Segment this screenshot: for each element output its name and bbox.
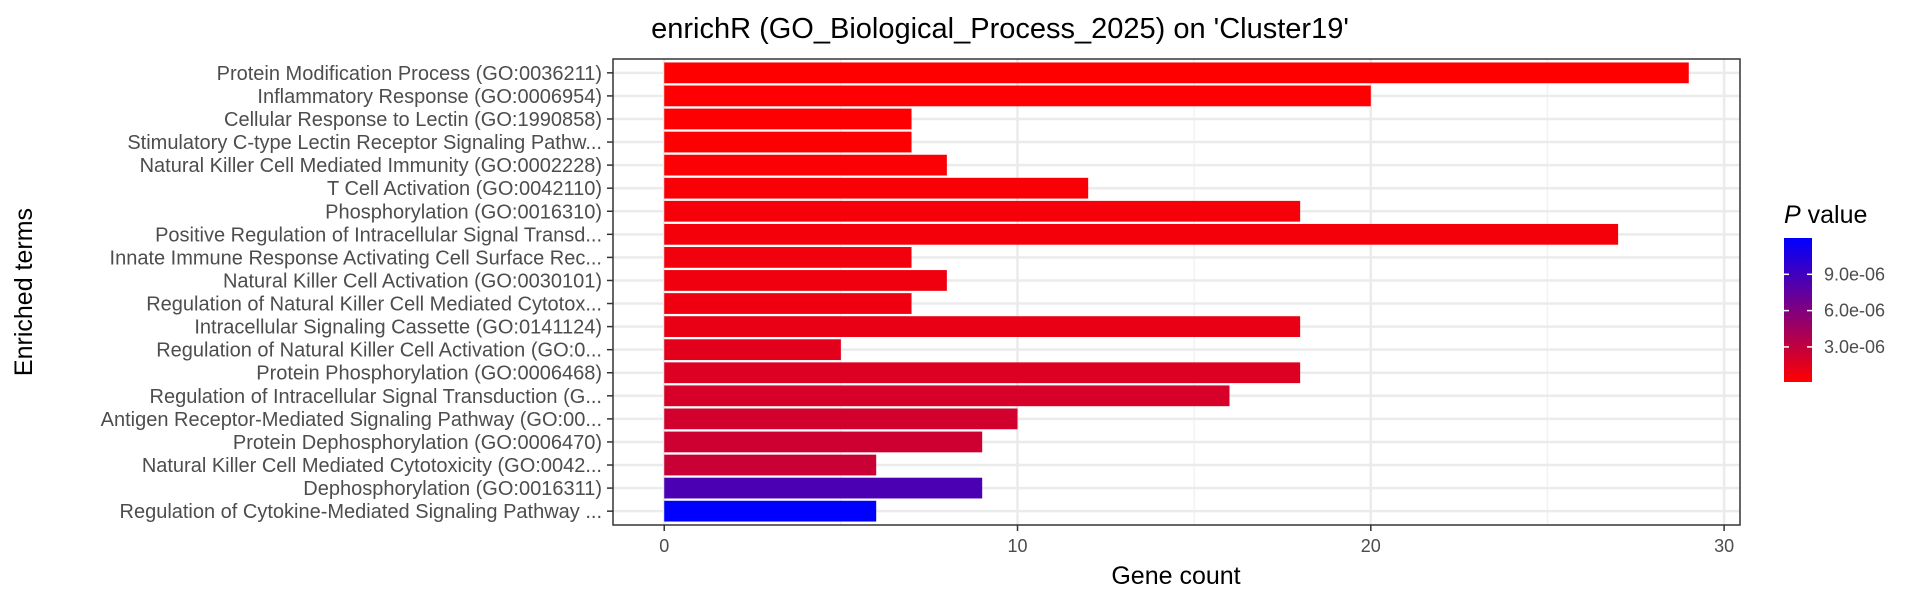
- x-axis-ticks: 0 10 20 30: [659, 525, 1734, 556]
- legend-title-text: value: [1801, 201, 1868, 229]
- legend-tick-label: 6.0e-06: [1824, 301, 1885, 321]
- bar: [664, 362, 1301, 384]
- category-label: Positive Regulation of Intracellular Sig…: [155, 224, 602, 246]
- legend-ticks: 3.0e-06 6.0e-06 9.0e-06: [1784, 264, 1885, 357]
- legend-tick-label: 3.0e-06: [1824, 337, 1885, 357]
- x-tick-label: 30: [1714, 536, 1734, 556]
- bar: [664, 200, 1301, 222]
- legend-title: P value: [1784, 201, 1867, 229]
- category-label: Antigen Receptor-Mediated Signaling Path…: [101, 409, 602, 431]
- bar: [664, 131, 912, 153]
- bar: [664, 223, 1619, 245]
- category-label: Intracellular Signaling Cassette (GO:014…: [194, 317, 602, 339]
- bar: [664, 62, 1689, 84]
- category-label: Regulation of Intracellular Signal Trans…: [150, 386, 602, 408]
- bar: [664, 477, 983, 499]
- x-tick-label: 0: [659, 536, 669, 556]
- category-label: Innate Immune Response Activating Cell S…: [110, 247, 602, 269]
- bar: [664, 316, 1301, 337]
- category-label: Protein Phosphorylation (GO:0006468): [256, 363, 602, 385]
- bar: [664, 385, 1230, 407]
- bar: [664, 270, 947, 291]
- category-label: Natural Killer Cell Mediated Immunity (G…: [140, 155, 602, 177]
- x-axis-title: Gene count: [1111, 562, 1240, 590]
- category-labels: Protein Modification Process (GO:0036211…: [101, 63, 613, 523]
- bars-group: [664, 62, 1689, 522]
- category-label: Stimulatory C-type Lectin Receptor Signa…: [127, 132, 602, 154]
- bar: [664, 431, 983, 453]
- bar: [664, 454, 877, 476]
- bar: [664, 293, 912, 314]
- category-label: Natural Killer Cell Activation (GO:00301…: [223, 270, 602, 292]
- x-tick-label: 10: [1008, 536, 1028, 556]
- category-label: Protein Dephosphorylation (GO:0006470): [233, 432, 602, 454]
- category-label: Regulation of Natural Killer Cell Mediat…: [146, 294, 602, 316]
- category-label: Protein Modification Process (GO:0036211…: [217, 63, 602, 85]
- bar: [664, 339, 841, 361]
- category-label: Natural Killer Cell Mediated Cytotoxicit…: [142, 455, 602, 477]
- bar: [664, 247, 912, 268]
- pvalue-legend: P value 3.0e-06 6.0e-06 9.0e-06: [1784, 201, 1885, 382]
- legend-title-symbol: P: [1784, 201, 1801, 229]
- x-tick-label: 20: [1361, 536, 1381, 556]
- y-axis-title: Enriched terms: [10, 208, 38, 376]
- bar: [664, 108, 912, 130]
- bar: [664, 154, 947, 176]
- category-label: T Cell Activation (GO:0042110): [327, 178, 602, 200]
- bar: [664, 85, 1371, 107]
- bar: [664, 500, 877, 522]
- bar: [664, 177, 1089, 199]
- bar: [664, 408, 1018, 430]
- category-label: Regulation of Cytokine-Mediated Signalin…: [120, 501, 603, 523]
- plot-panel-border: [612, 58, 1741, 526]
- category-label: Inflammatory Response (GO:0006954): [257, 86, 602, 108]
- chart-title: enrichR (GO_Biological_Process_2025) on …: [651, 13, 1349, 45]
- legend-tick-label: 9.0e-06: [1824, 264, 1885, 284]
- category-label: Dephosphorylation (GO:0016311): [303, 478, 602, 500]
- category-label: Phosphorylation (GO:0016310): [325, 201, 602, 223]
- category-label: Regulation of Natural Killer Cell Activa…: [156, 340, 602, 362]
- category-label: Cellular Response to Lectin (GO:1990858): [224, 109, 602, 131]
